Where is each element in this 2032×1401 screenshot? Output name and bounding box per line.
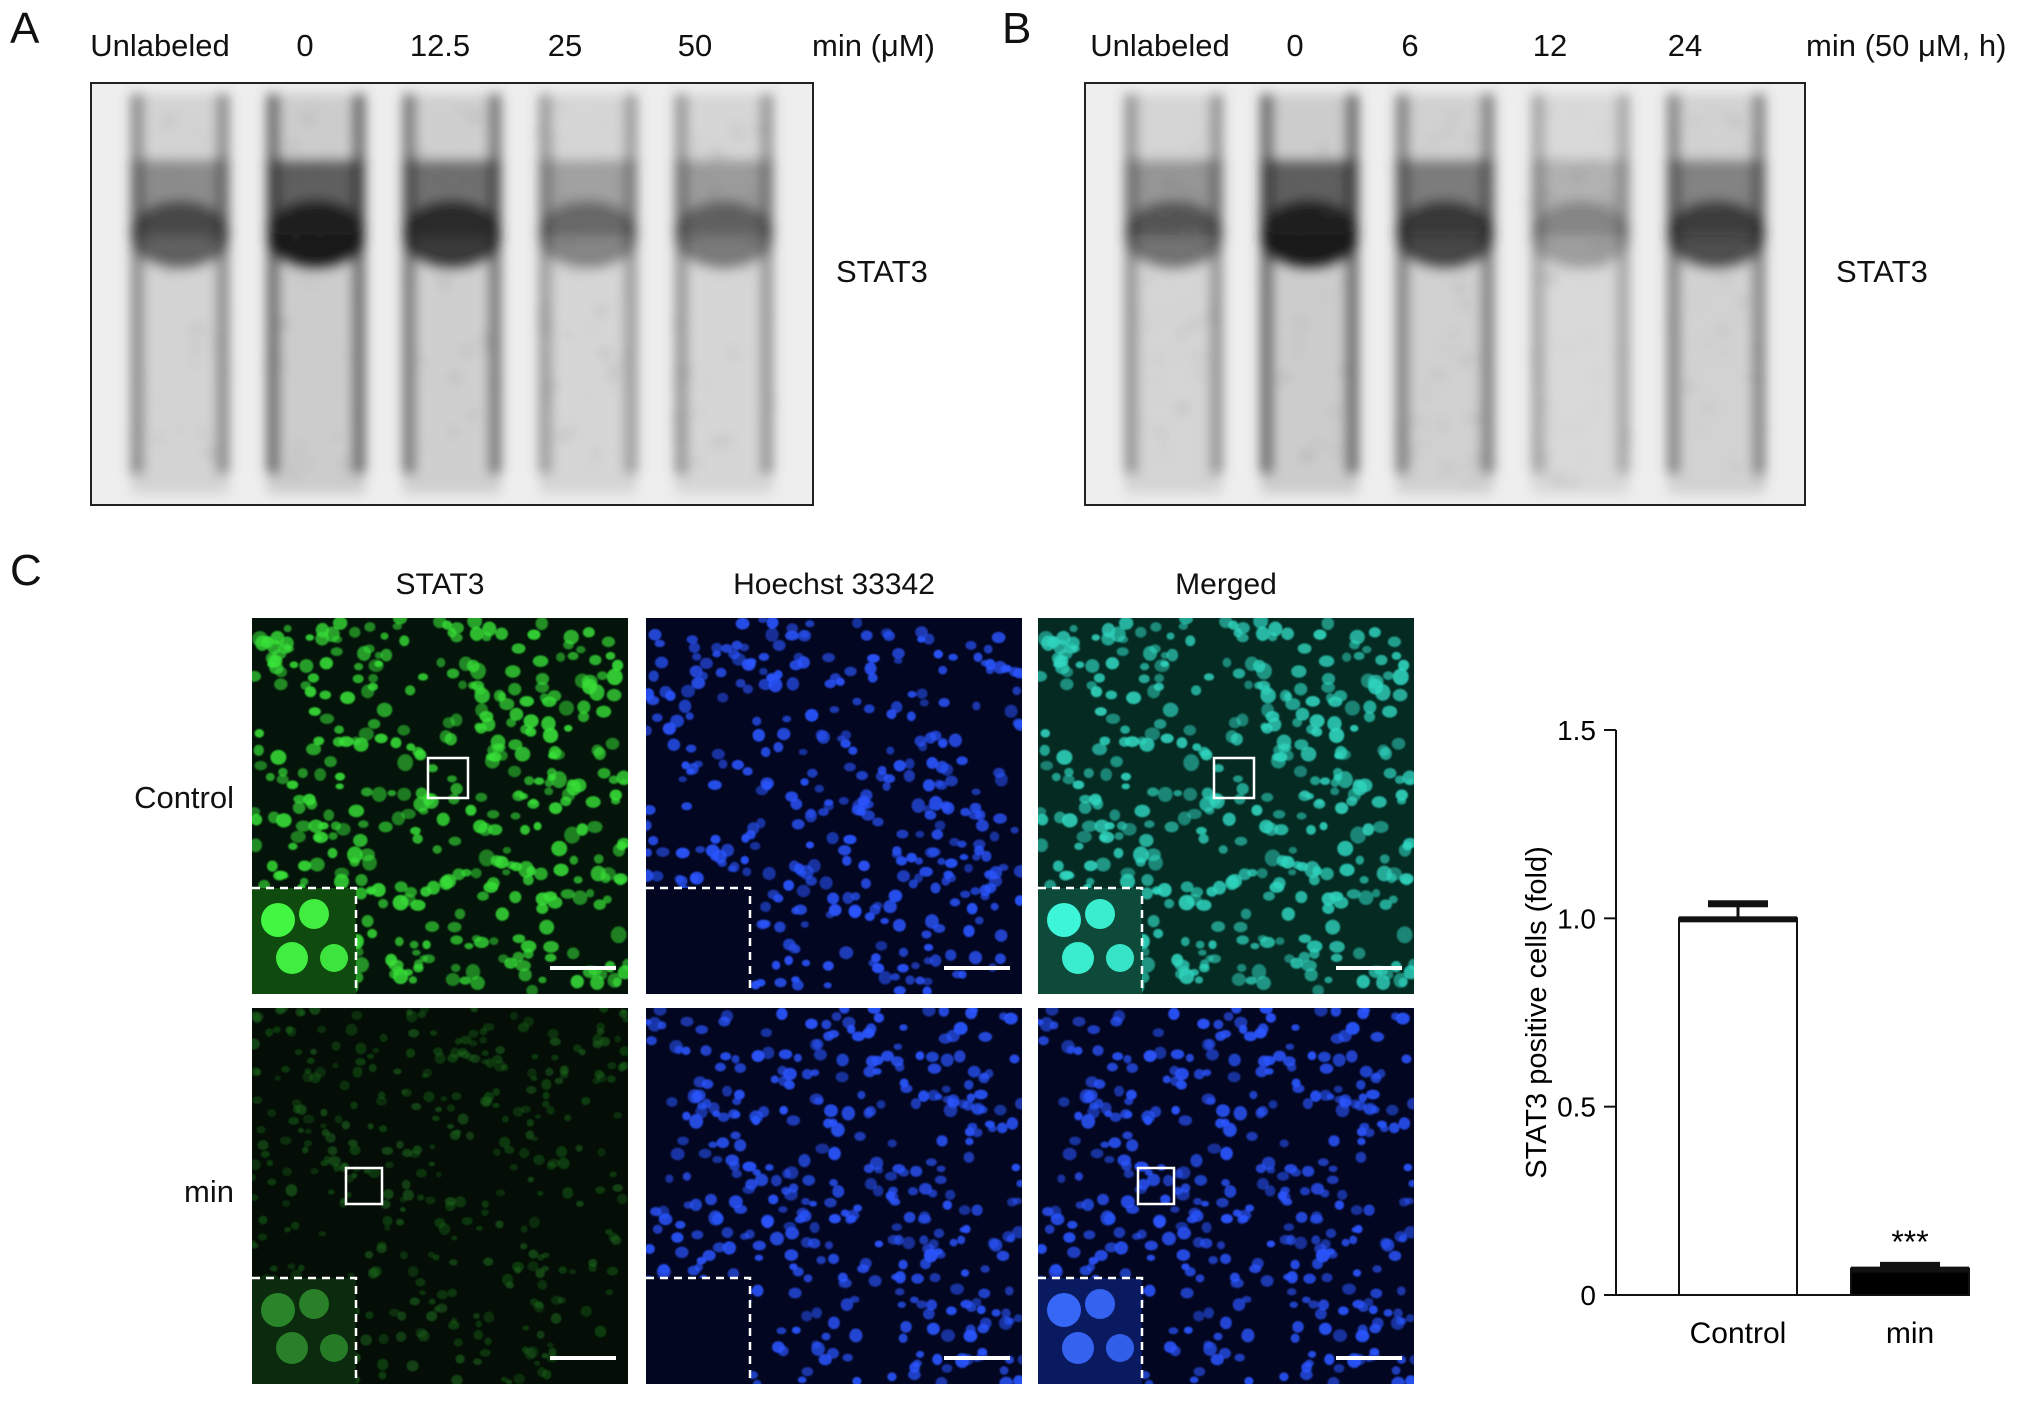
bar-min (1850, 1267, 1970, 1297)
column-title-hoechst: Hoechst 33342 (733, 568, 935, 601)
lane-label: 12 (1532, 28, 1568, 63)
error-bar-cap (1708, 900, 1768, 908)
y-tick-label: 1.0 (1557, 903, 1596, 934)
row-label-min: min (184, 1174, 234, 1209)
emsa-blot-b (1084, 82, 1806, 506)
micrograph-control-stat3 (252, 618, 628, 994)
micrograph-min-stat3 (252, 1008, 628, 1384)
concentration-unit-label: min (μM) (812, 28, 935, 63)
y-tick-label: 0 (1580, 1280, 1596, 1311)
bar-control (1678, 917, 1798, 1296)
x-tick-label: Control (1690, 1317, 1787, 1350)
y-tick-label: 1.5 (1557, 715, 1596, 746)
lane-label: 12.5 (409, 28, 471, 63)
significance-annotation: *** (1891, 1224, 1928, 1260)
micrograph-min-merged (1038, 1008, 1414, 1384)
lane-label: 25 (547, 28, 583, 63)
lane-label: Unlabeled (1090, 28, 1230, 63)
lane-label: 24 (1667, 28, 1703, 63)
panel-letter-a: A (10, 4, 40, 53)
column-title-merged: Merged (1175, 568, 1277, 601)
error-bar-cap (1880, 1261, 1940, 1269)
column-title-stat3: STAT3 (395, 568, 485, 601)
band-label-stat3-b: STAT3 (1836, 254, 1928, 289)
panel-letter-b: B (1002, 4, 1032, 53)
micrograph-min-hoechst (646, 1008, 1022, 1384)
micrograph-control-merged (1038, 618, 1414, 994)
band-label-stat3-a: STAT3 (836, 254, 928, 289)
x-tick-label: min (1886, 1317, 1934, 1350)
emsa-blot-a (90, 82, 814, 506)
treatment-unit-label: min (50 μM, h) (1806, 28, 2007, 63)
lane-label: Unlabeled (90, 28, 230, 63)
micrograph-control-hoechst (646, 618, 1022, 994)
lane-label: 6 (1401, 28, 1419, 63)
lane-label: 0 (1286, 28, 1304, 63)
panel-letter-c: C (10, 546, 42, 595)
row-label-control: Control (134, 780, 234, 815)
stat3-positive-cells-chart: 0 0.5 1.0 1.5 STAT3 positive cells (fold) Con… (1500, 700, 2000, 1380)
lane-label: 0 (296, 28, 314, 63)
lane-label: 50 (677, 28, 713, 63)
y-tick-label: 0.5 (1557, 1092, 1596, 1123)
y-axis-label: STAT3 positive cells (fold) (1521, 846, 1553, 1179)
